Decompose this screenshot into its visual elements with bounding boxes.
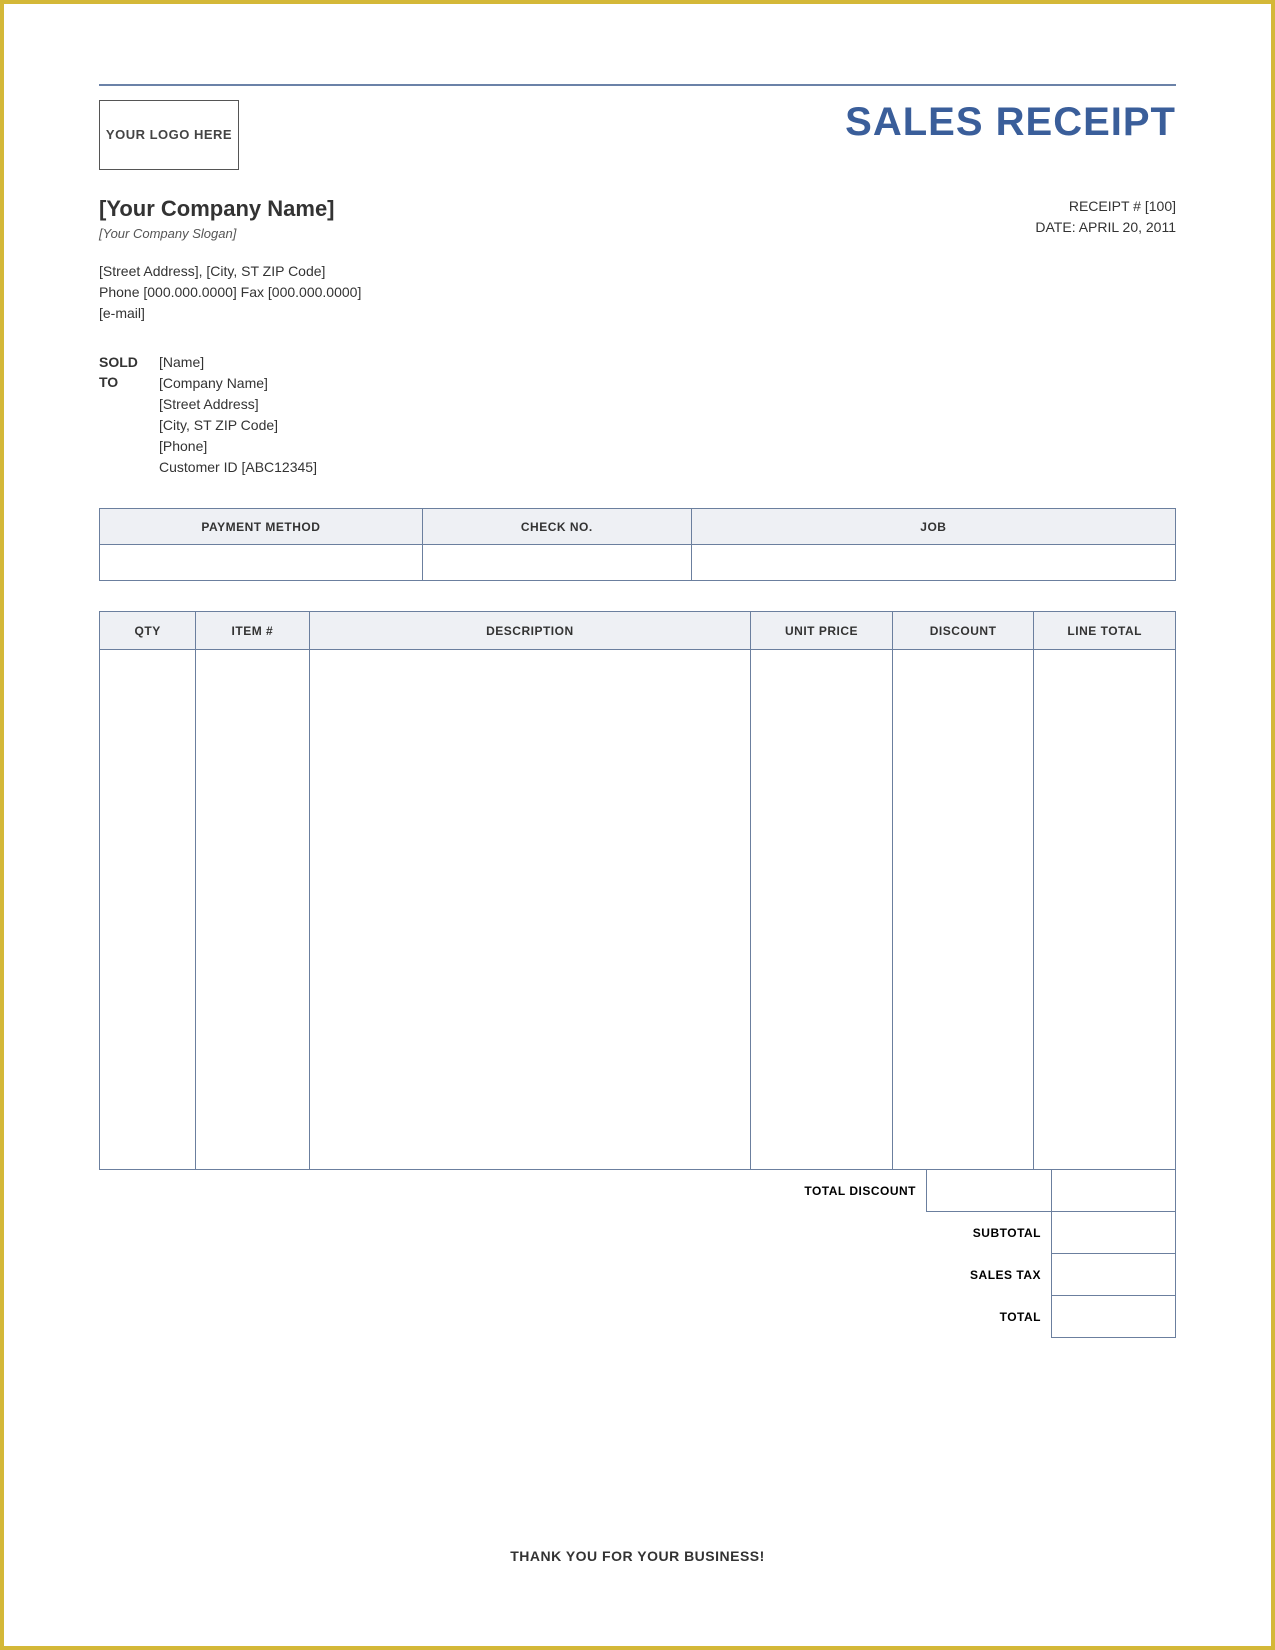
payment-cell[interactable] (100, 545, 423, 581)
document-title: SALES RECEIPT (845, 100, 1176, 145)
items-table: QTYITEM #DESCRIPTIONUNIT PRICEDISCOUNTLI… (99, 611, 1176, 1170)
company-slogan: [Your Company Slogan] (99, 226, 335, 241)
seller-phone-fax: Phone [000.000.0000] Fax [000.000.0000] (99, 282, 1176, 303)
buyer-customer-id: Customer ID [ABC12345] (159, 457, 317, 478)
top-rule (99, 84, 1176, 86)
payment-data-row (100, 545, 1176, 581)
thank-you-message: THANK YOU FOR YOUR BUSINESS! (99, 1548, 1176, 1564)
items-cell[interactable] (309, 650, 751, 1170)
receipt-label: RECEIPT # (1069, 198, 1145, 214)
items-cell[interactable] (100, 650, 196, 1170)
payment-col-header: PAYMENT METHOD (100, 509, 423, 545)
company-block: [Your Company Name] [Your Company Slogan… (99, 196, 335, 241)
items-col-header: DESCRIPTION (309, 612, 751, 650)
sold-to-label-2: TO (99, 372, 159, 392)
buyer-street: [Street Address] (159, 394, 317, 415)
logo-placeholder: YOUR LOGO HERE (99, 100, 239, 170)
items-cell[interactable] (196, 650, 309, 1170)
totals-label: SUBTOTAL (963, 1212, 1051, 1254)
items-body-row (100, 650, 1176, 1170)
totals-row: SALES TAX (99, 1254, 1176, 1296)
totals-value-cell[interactable] (1051, 1254, 1176, 1296)
totals-value-cell[interactable] (1051, 1170, 1176, 1212)
company-name: [Your Company Name] (99, 196, 335, 222)
items-header-row: QTYITEM #DESCRIPTIONUNIT PRICEDISCOUNTLI… (100, 612, 1176, 650)
payment-col-header: CHECK NO. (422, 509, 691, 545)
sold-to-label: SOLD TO (99, 352, 159, 478)
seller-street: [Street Address], [City, ST ZIP Code] (99, 261, 1176, 282)
buyer-city: [City, ST ZIP Code] (159, 415, 317, 436)
seller-email: [e-mail] (99, 303, 1176, 324)
items-cell[interactable] (1034, 650, 1176, 1170)
items-cell[interactable] (892, 650, 1034, 1170)
date-label: DATE: (1035, 219, 1078, 235)
payment-col-header: JOB (691, 509, 1175, 545)
payment-header-row: PAYMENT METHODCHECK NO.JOB (100, 509, 1176, 545)
totals-label: TOTAL (990, 1296, 1051, 1338)
receipt-date-line: DATE: APRIL 20, 2011 (1035, 217, 1176, 238)
buyer-company: [Company Name] (159, 373, 317, 394)
totals-label: TOTAL DISCOUNT (794, 1170, 926, 1212)
totals-row: TOTAL (99, 1296, 1176, 1338)
sold-to-label-1: SOLD (99, 352, 159, 372)
payment-cell[interactable] (422, 545, 691, 581)
items-col-header: DISCOUNT (892, 612, 1034, 650)
receipt-number-line: RECEIPT # [100] (1035, 196, 1176, 217)
sold-to-body: [Name] [Company Name] [Street Address] [… (159, 352, 317, 478)
totals-row: SUBTOTAL (99, 1212, 1176, 1254)
payment-cell[interactable] (691, 545, 1175, 581)
company-meta-row: [Your Company Name] [Your Company Slogan… (99, 196, 1176, 241)
totals-value-cell[interactable] (1051, 1296, 1176, 1338)
totals-label: SALES TAX (960, 1254, 1051, 1296)
buyer-phone: [Phone] (159, 436, 317, 457)
receipt-meta: RECEIPT # [100] DATE: APRIL 20, 2011 (1035, 196, 1176, 238)
totals-value-cell[interactable] (926, 1170, 1051, 1212)
sold-to-block: SOLD TO [Name] [Company Name] [Street Ad… (99, 352, 1176, 478)
receipt-number: [100] (1145, 198, 1176, 214)
items-col-header: LINE TOTAL (1034, 612, 1176, 650)
items-col-header: UNIT PRICE (751, 612, 893, 650)
totals-row: TOTAL DISCOUNT (99, 1170, 1176, 1212)
seller-address: [Street Address], [City, ST ZIP Code] Ph… (99, 261, 1176, 324)
totals-value-cell[interactable] (1051, 1212, 1176, 1254)
items-col-header: QTY (100, 612, 196, 650)
date-value: APRIL 20, 2011 (1079, 219, 1176, 235)
receipt-page: YOUR LOGO HERE SALES RECEIPT [Your Compa… (4, 4, 1271, 1624)
totals-block: TOTAL DISCOUNT SUBTOTALSALES TAXTOTAL (99, 1170, 1176, 1338)
items-cell[interactable] (751, 650, 893, 1170)
header-row: YOUR LOGO HERE SALES RECEIPT (99, 100, 1176, 170)
items-col-header: ITEM # (196, 612, 309, 650)
payment-table: PAYMENT METHODCHECK NO.JOB (99, 508, 1176, 581)
buyer-name: [Name] (159, 352, 317, 373)
